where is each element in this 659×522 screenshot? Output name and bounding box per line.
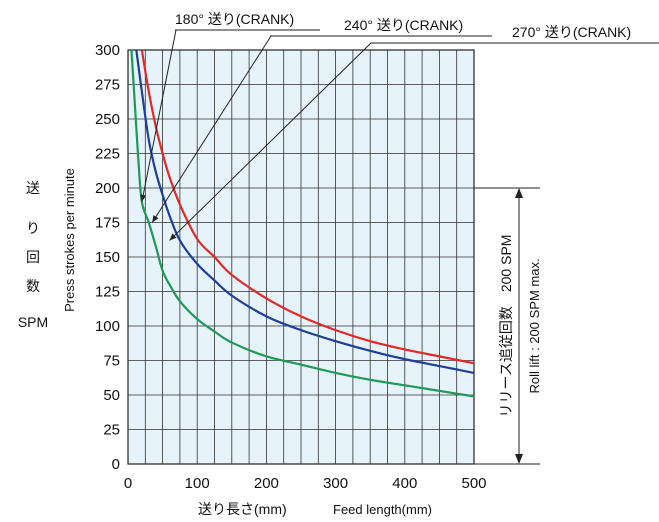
- y-tick-label: 275: [95, 77, 120, 94]
- series-label-180: 180° 送り(CRANK): [175, 11, 294, 27]
- y-label-jp-3: 回: [26, 249, 40, 265]
- roll-lift-label-jp: リリース追従回数 200 SPM: [498, 235, 514, 418]
- x-label-en: Feed length(mm): [333, 502, 432, 517]
- x-tick-label: 100: [185, 475, 210, 492]
- y-label-jp-4: 数: [26, 278, 40, 294]
- x-tick-label: 400: [392, 475, 417, 492]
- y-tick-label: 0: [112, 456, 120, 473]
- y-label-unit: SPM: [18, 314, 48, 330]
- y-tick-label: 25: [103, 422, 120, 439]
- y-label-jp-2: り: [26, 220, 40, 236]
- y-tick-labels: 0 25 50 75 100 125 150 175 200 225 250 275 300: [95, 42, 120, 473]
- roll-lift-annotation: リリース追従回数 200 SPM Roll lift : 200 SPM max…: [474, 188, 542, 464]
- series-label-270: 270° 送り(CRANK): [512, 24, 631, 40]
- y-tick-label: 50: [103, 387, 120, 404]
- y-tick-label: 200: [95, 180, 120, 197]
- x-tick-labels: 0 100 200 300 400 500: [124, 475, 487, 492]
- y-tick-label: 225: [95, 146, 120, 163]
- y-tick-label: 300: [95, 42, 120, 59]
- y-tick-label: 125: [95, 284, 120, 301]
- y-label-jp-1: 送: [26, 180, 40, 196]
- x-tick-label: 500: [461, 475, 486, 492]
- roll-lift-label-en: Roll lift : 200 SPM max.: [527, 258, 542, 393]
- y-tick-label: 75: [103, 353, 120, 370]
- y-tick-label: 150: [95, 249, 120, 266]
- y-tick-label: 100: [95, 318, 120, 335]
- y-tick-label: 250: [95, 111, 120, 128]
- x-label-jp: 送り長さ(mm): [198, 501, 287, 517]
- x-tick-label: 300: [323, 475, 348, 492]
- series-label-240: 240° 送り(CRANK): [344, 17, 463, 33]
- y-label-en: Press strokes per minute: [62, 168, 77, 312]
- y-tick-label: 175: [95, 215, 120, 232]
- x-tick-label: 0: [124, 475, 132, 492]
- x-tick-label: 200: [254, 475, 279, 492]
